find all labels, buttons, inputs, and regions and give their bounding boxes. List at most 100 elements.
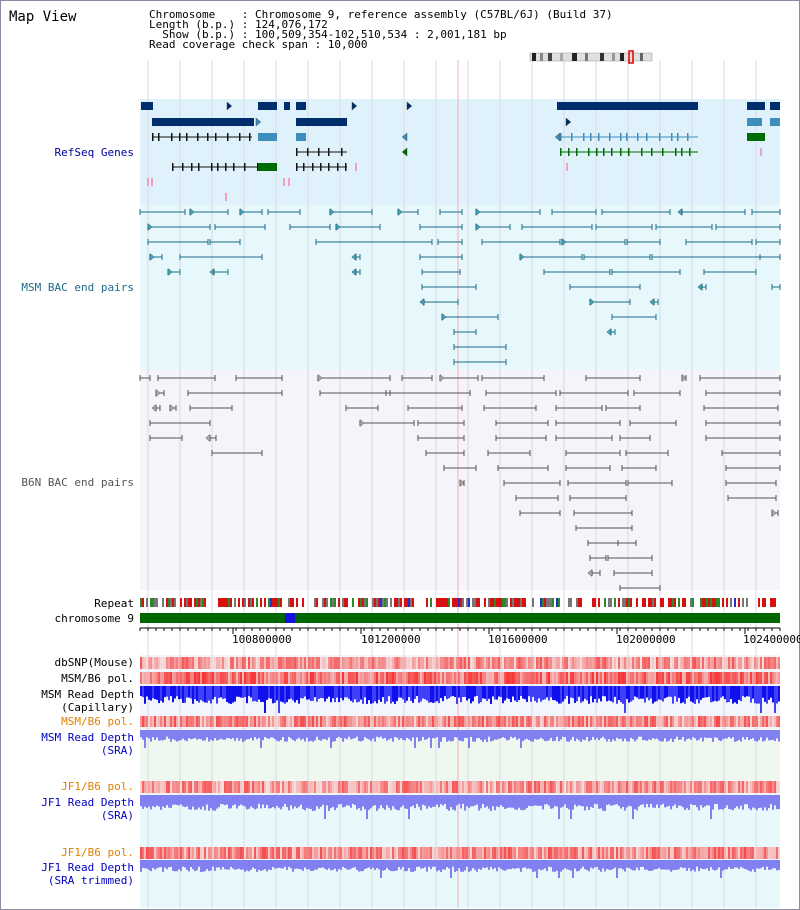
msm-depth-bg: [140, 740, 780, 780]
b6n-bac-track[interactable]: [139, 374, 781, 592]
heat-cell: [170, 847, 172, 859]
track-label-msm-pol[interactable]: MSM/B6 pol.: [61, 672, 134, 685]
depth-bar: [364, 795, 366, 810]
heat-cell: [462, 781, 464, 793]
depth-bar: [738, 686, 740, 700]
depth-bar: [636, 860, 638, 868]
depth-bar: [206, 730, 208, 738]
heat-cell: [630, 781, 632, 793]
heat-cell: [486, 672, 488, 684]
depth-bar: [234, 860, 236, 870]
heat-cell: [334, 657, 336, 669]
heat-cell: [368, 672, 370, 684]
read-depth-tracks[interactable]: [140, 686, 780, 878]
heat-cell: [438, 716, 440, 727]
heat-cell: [634, 672, 636, 684]
repeat-element: [380, 598, 382, 607]
heat-cell: [548, 672, 550, 684]
heat-cell: [436, 672, 438, 684]
heat-cell: [636, 716, 638, 727]
heat-cell: [534, 781, 536, 793]
depth-bar: [488, 860, 490, 870]
heat-cell: [310, 781, 312, 793]
heat-cell: [686, 716, 688, 727]
heat-cell: [212, 716, 214, 727]
heat-cell: [778, 847, 780, 859]
heat-cell: [762, 716, 764, 727]
chromosome-ideogram[interactable]: [529, 50, 653, 64]
strand-arrow: [209, 268, 215, 276]
heat-cell: [636, 781, 638, 793]
track-label-msm-depth-capillary[interactable]: MSM Read Depth (Capillary): [41, 688, 134, 714]
depth-bar: [628, 686, 630, 703]
depth-bar: [248, 795, 250, 809]
depth-bar: [550, 860, 552, 868]
heat-cell: [658, 781, 660, 793]
track-label-jf1-pol-2[interactable]: JF1/B6 pol.: [61, 846, 134, 859]
depth-bar: [342, 860, 344, 867]
heat-cell: [376, 781, 378, 793]
heat-cell: [240, 672, 242, 684]
heat-cell: [230, 781, 232, 793]
heat-cell: [208, 672, 210, 684]
heat-cell: [388, 672, 390, 684]
heat-cell: [722, 657, 724, 669]
heat-cell: [342, 847, 344, 859]
depth-bar: [474, 730, 476, 742]
depth-bar: [220, 860, 222, 870]
track-label-refseq[interactable]: RefSeq Genes: [54, 146, 134, 159]
heat-cell: [754, 672, 756, 684]
heat-cell: [704, 716, 706, 727]
heat-cell: [402, 781, 404, 793]
depth-bar: [434, 860, 436, 867]
gene-exon: [158, 133, 160, 141]
heat-cell: [372, 847, 374, 859]
heat-cell: [294, 657, 296, 669]
heat-cell: [570, 847, 572, 859]
depth-bar: [302, 860, 304, 871]
heat-cell: [578, 672, 580, 684]
heat-cell: [328, 657, 330, 669]
track-label-jf1-depth-trimmed[interactable]: JF1 Read Depth (SRA trimmed): [41, 861, 134, 887]
track-label-msm-pol-2[interactable]: MSM/B6 pol.: [61, 715, 134, 728]
heat-cell: [570, 781, 572, 793]
chromosome-bar[interactable]: [140, 613, 780, 623]
depth-bar: [274, 686, 276, 703]
heat-cell: [540, 716, 542, 727]
track-label-dbsnp[interactable]: dbSNP(Mouse): [54, 656, 134, 669]
heat-cell: [544, 781, 546, 793]
heat-cell: [736, 716, 738, 727]
heat-cell: [146, 657, 148, 669]
track-label-msm-depth-sra[interactable]: MSM Read Depth (SRA): [41, 731, 134, 757]
heat-cell: [326, 781, 328, 793]
depth-bar: [274, 730, 276, 740]
strand-arrow: [189, 208, 195, 216]
depth-bar: [490, 860, 492, 867]
track-label-jf1-depth[interactable]: JF1 Read Depth (SRA): [41, 796, 134, 822]
heat-cell: [672, 847, 674, 859]
track-label-msm-bac[interactable]: MSM BAC end pairs: [21, 281, 134, 294]
heat-cell: [730, 781, 732, 793]
msm-bac-track[interactable]: [139, 208, 781, 366]
depth-bar: [188, 686, 190, 698]
track-label-jf1-pol[interactable]: JF1/B6 pol.: [61, 780, 134, 793]
heat-cell: [516, 716, 518, 727]
heat-cell: [664, 672, 666, 684]
heat-cell: [302, 781, 304, 793]
heat-cell: [690, 716, 692, 727]
heat-cell: [502, 716, 504, 727]
track-label-b6n-bac[interactable]: B6N BAC end pairs: [21, 476, 134, 489]
polymorphism-tracks[interactable]: [140, 657, 780, 859]
refseq-genes-track[interactable]: [141, 101, 780, 201]
depth-bar: [738, 730, 740, 740]
depth-bar: [562, 795, 564, 807]
depth-bar: [516, 730, 518, 740]
heat-cell: [160, 716, 162, 727]
repeat-track[interactable]: [140, 598, 776, 607]
label-line: (SRA): [100, 809, 134, 822]
track-label-repeat[interactable]: Repeat: [94, 597, 134, 610]
heat-cell: [530, 657, 532, 669]
heat-cell: [594, 781, 596, 793]
heat-cell: [568, 672, 570, 684]
